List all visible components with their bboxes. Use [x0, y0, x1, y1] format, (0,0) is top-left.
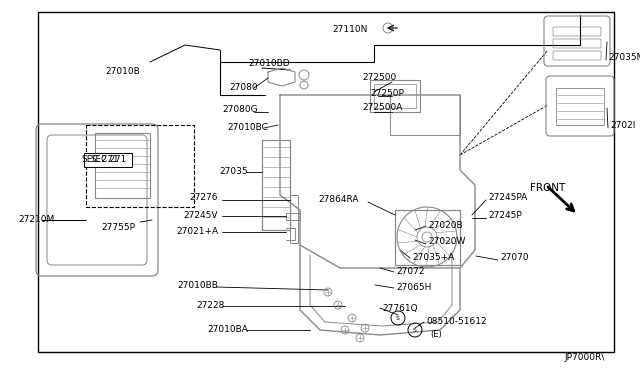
- Text: 27010BD: 27010BD: [248, 60, 290, 68]
- Text: 27072: 27072: [396, 267, 424, 276]
- Text: SEC.271: SEC.271: [90, 155, 126, 164]
- Text: 27228: 27228: [196, 301, 225, 310]
- Text: 27065H: 27065H: [396, 283, 431, 292]
- Bar: [374, 84, 416, 108]
- Text: 27210M: 27210M: [18, 215, 54, 224]
- Text: 27010BB: 27010BB: [177, 280, 218, 289]
- Text: 27080G: 27080G: [222, 106, 258, 115]
- Text: 272500A: 272500A: [362, 103, 403, 112]
- Bar: [95, 133, 150, 198]
- Text: 27245P: 27245P: [488, 211, 522, 219]
- Text: 27250P: 27250P: [370, 89, 404, 97]
- Bar: [290, 195, 298, 243]
- Text: 27035+A: 27035+A: [412, 253, 454, 263]
- Text: 27010B: 27010B: [105, 67, 140, 77]
- Text: 27761Q: 27761Q: [382, 304, 418, 312]
- Text: 27276: 27276: [189, 193, 218, 202]
- Text: 27010BC: 27010BC: [227, 124, 268, 132]
- Text: JP7000R\: JP7000R\: [564, 353, 605, 362]
- Text: 27035: 27035: [220, 167, 248, 176]
- Text: S: S: [396, 315, 400, 321]
- Text: 27864RA: 27864RA: [318, 196, 358, 205]
- Text: SEC.271: SEC.271: [81, 155, 119, 164]
- Text: 27020B: 27020B: [428, 221, 463, 230]
- Text: 27245PA: 27245PA: [488, 193, 527, 202]
- Text: 27080: 27080: [229, 83, 258, 93]
- Bar: [370, 80, 420, 112]
- Text: (E): (E): [430, 330, 442, 340]
- Text: 27755P: 27755P: [101, 224, 135, 232]
- Text: 08510-51612: 08510-51612: [426, 317, 486, 327]
- Text: 2702I: 2702I: [610, 121, 636, 129]
- Text: 27110N: 27110N: [333, 26, 368, 35]
- Text: S: S: [413, 327, 417, 333]
- Text: 27020W: 27020W: [428, 237, 465, 247]
- Text: FRONT: FRONT: [531, 183, 566, 193]
- Text: 272500: 272500: [362, 74, 396, 83]
- Bar: [86, 125, 194, 207]
- Text: 27021+A: 27021+A: [176, 228, 218, 237]
- Text: 27035M: 27035M: [608, 54, 640, 62]
- Text: 27070: 27070: [500, 253, 529, 263]
- FancyBboxPatch shape: [84, 153, 132, 167]
- Text: 27010BA: 27010BA: [207, 326, 248, 334]
- Bar: [262, 140, 290, 230]
- Text: 27245V: 27245V: [184, 211, 218, 219]
